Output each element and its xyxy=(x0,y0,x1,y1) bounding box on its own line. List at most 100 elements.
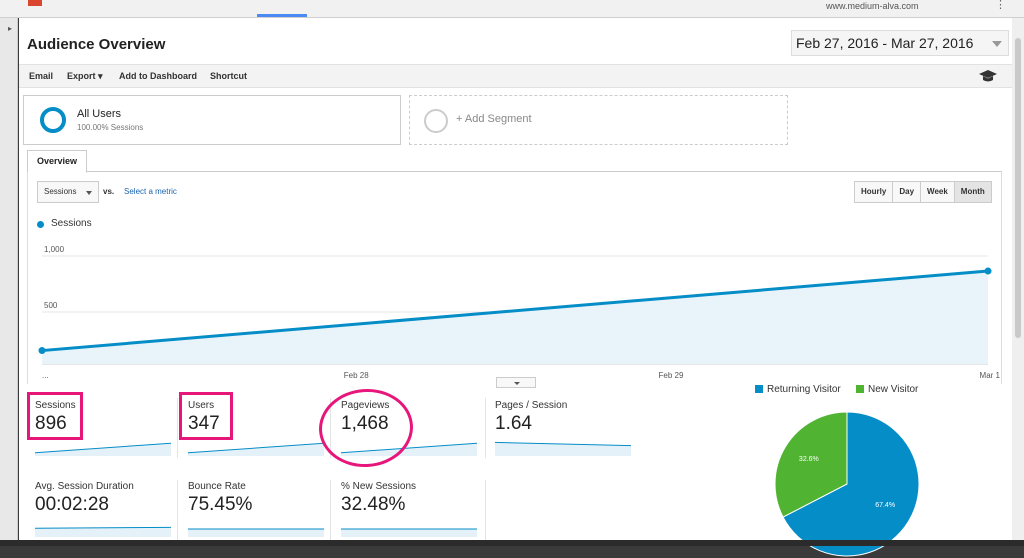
chevron-down-icon xyxy=(86,191,92,195)
metric-value: 896 xyxy=(35,413,67,434)
sparkline-fill xyxy=(35,527,171,537)
series-legend-label: Sessions xyxy=(51,218,92,229)
metric-value: 75.45% xyxy=(188,494,253,515)
y-tick-label: 500 xyxy=(44,301,58,310)
highlight-box-sessions xyxy=(27,392,83,440)
highlight-box-users xyxy=(179,392,233,440)
hourly-button[interactable]: Hourly xyxy=(855,182,894,202)
page-title: Audience Overview xyxy=(27,36,166,53)
metric-tile-users[interactable]: Users 347 xyxy=(184,400,331,470)
metric-sparkline xyxy=(35,526,171,537)
metric-sparkline xyxy=(188,528,324,537)
metric-sparkline xyxy=(341,442,477,456)
metric-value: 32.48% xyxy=(341,494,406,515)
tile-divider xyxy=(330,398,331,458)
vertical-dots-icon[interactable]: ⋮ xyxy=(995,0,1006,11)
date-range-picker[interactable]: Feb 27, 2016 - Mar 27, 2016 xyxy=(791,30,1009,56)
week-button[interactable]: Week xyxy=(921,182,955,202)
metric-tile-avg-session-duration[interactable]: Avg. Session Duration 00:02:28 xyxy=(31,481,178,551)
metric-label: Bounce Rate xyxy=(188,481,246,492)
metric-label: % New Sessions xyxy=(341,481,417,492)
tile-divider xyxy=(485,398,486,458)
segment-percentage: 100.00% Sessions xyxy=(77,123,144,132)
metric-selector-value: Sessions xyxy=(44,187,77,196)
metric-selector[interactable]: Sessions xyxy=(37,181,99,203)
vs-label: vs. xyxy=(103,187,115,196)
chart-panel: Sessions vs. Select a metric Hourly Day … xyxy=(27,172,1002,384)
browser-top-bar: www.medium-alva.com ⋮ xyxy=(0,0,1024,18)
left-sidebar-collapsed[interactable]: ▸ xyxy=(0,18,18,546)
sparkline-fill xyxy=(341,443,477,456)
metric-value: 1.64 xyxy=(495,413,532,434)
metric-value: 00:02:28 xyxy=(35,494,109,515)
chevron-down-icon xyxy=(514,382,520,385)
tab-overview[interactable]: Overview xyxy=(27,150,87,173)
sessions-line xyxy=(41,269,989,353)
metric-tile-bounce-rate[interactable]: Bounce Rate 75.45% xyxy=(184,481,331,551)
add-segment-label: + Add Segment xyxy=(456,113,532,125)
browser-app-icon xyxy=(28,0,42,6)
tab-strip: Overview xyxy=(27,150,1002,173)
sparkline-line xyxy=(341,442,477,454)
tile-divider xyxy=(177,480,178,544)
pie-legend-new: New Visitor xyxy=(856,384,918,395)
sparkline-line xyxy=(188,442,324,454)
metric-sparkline xyxy=(341,528,477,537)
metric-label: Avg. Session Duration xyxy=(35,481,134,492)
bottom-edge xyxy=(0,540,1024,546)
segment-all-users[interactable]: All Users 100.00% Sessions xyxy=(23,95,401,145)
segment-ring-icon xyxy=(40,107,66,133)
legend-label: New Visitor xyxy=(868,384,919,395)
scrollbar-thumb[interactable] xyxy=(1015,38,1021,338)
x-tick-label: Feb 28 xyxy=(344,371,369,380)
sparkline-line xyxy=(495,441,631,447)
metric-label: Pages / Session xyxy=(495,400,568,411)
site-url: www.medium-alva.com xyxy=(826,1,919,11)
metric-label: Sessions xyxy=(35,400,76,411)
x-tick-label: Mar 1 xyxy=(980,371,1001,380)
x-tick-label: ... xyxy=(42,371,49,380)
metric-value: 1,468 xyxy=(341,413,389,434)
visitor-pie-chart: 67.4% 32.6% xyxy=(774,411,920,557)
month-button[interactable]: Month xyxy=(954,182,991,202)
empty-segment-ring-icon xyxy=(424,109,448,133)
day-button[interactable]: Day xyxy=(893,182,922,202)
sparkline-fill xyxy=(341,529,477,537)
expand-chart-button[interactable] xyxy=(496,377,536,388)
area-fill xyxy=(42,271,988,364)
tile-divider xyxy=(177,398,178,458)
data-point[interactable] xyxy=(984,267,992,275)
legend-label: Returning Visitor xyxy=(767,384,841,395)
pie-slice-new-visitor[interactable] xyxy=(774,411,848,518)
metric-tile-pageviews[interactable]: Pageviews 1,468 xyxy=(337,400,484,470)
legend-swatch xyxy=(755,385,763,393)
tile-divider xyxy=(485,480,486,544)
email-button[interactable]: Email xyxy=(29,71,54,81)
sparkline-fill xyxy=(35,443,171,456)
metric-tile-pages-per-session[interactable]: Pages / Session 1.64 xyxy=(491,400,638,470)
series-legend-marker xyxy=(37,221,44,228)
sessions-line-chart: 1,000 500... Feb 28 Feb 29 Mar 1 xyxy=(38,245,1001,380)
metric-tile-sessions[interactable]: Sessions 896 xyxy=(31,400,178,470)
tile-divider xyxy=(330,480,331,544)
select-metric-link[interactable]: Select a metric xyxy=(124,187,177,196)
date-range-text: Feb 27, 2016 - Mar 27, 2016 xyxy=(796,35,974,51)
metric-sparkline xyxy=(35,442,171,456)
graduation-cap-icon[interactable] xyxy=(979,69,997,83)
y-tick-label: 1,000 xyxy=(44,245,65,254)
shortcut-button[interactable]: Shortcut xyxy=(210,71,247,81)
scrollbar[interactable] xyxy=(1012,18,1024,546)
data-point[interactable] xyxy=(38,347,46,355)
metric-tile-new-sessions[interactable]: % New Sessions 32.48% xyxy=(337,481,484,551)
sparkline-fill xyxy=(188,443,324,456)
export-button[interactable]: Export ▾ xyxy=(67,71,103,81)
active-tab-indicator xyxy=(257,14,307,17)
add-segment-button[interactable]: + Add Segment xyxy=(409,95,788,145)
sparkline-line xyxy=(35,442,171,454)
add-to-dashboard-button[interactable]: Add to Dashboard xyxy=(119,71,197,81)
report-content: Audience Overview Feb 27, 2016 - Mar 27,… xyxy=(19,18,1012,557)
metric-sparkline xyxy=(495,441,631,456)
legend-swatch xyxy=(856,385,864,393)
segment-name: All Users xyxy=(77,108,122,120)
expand-arrow-icon[interactable]: ▸ xyxy=(8,24,13,33)
